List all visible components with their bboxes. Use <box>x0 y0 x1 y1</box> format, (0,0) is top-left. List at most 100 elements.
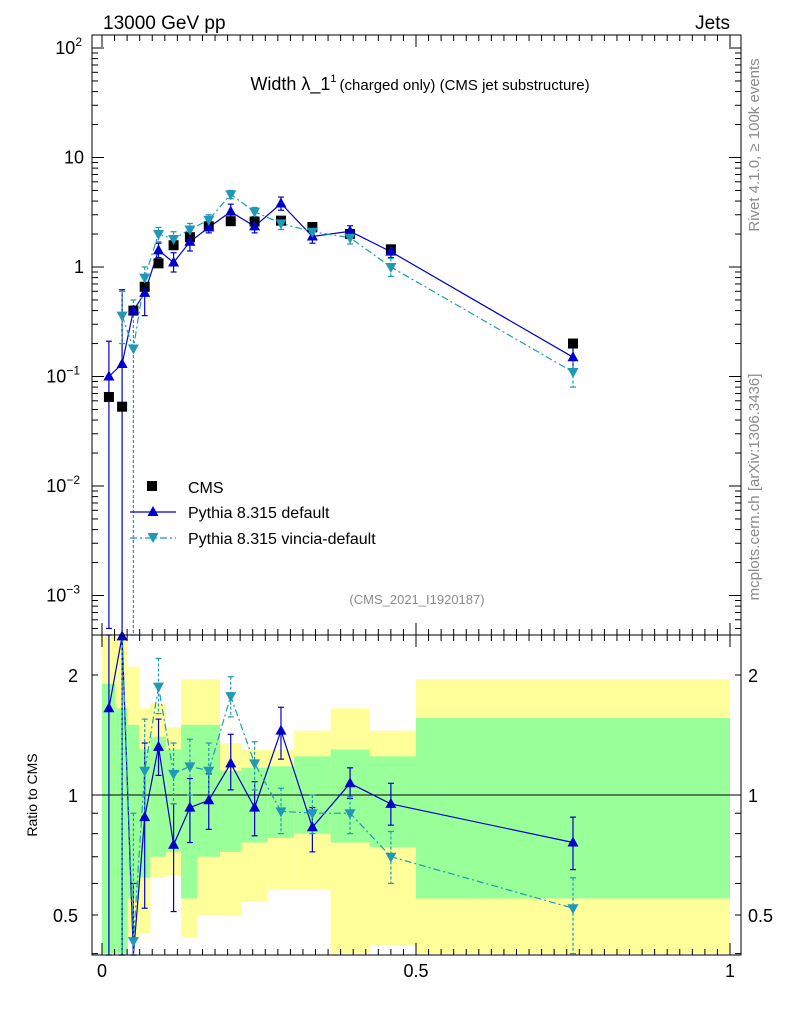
ratio-band-inner <box>220 770 242 852</box>
ratio-band-inner <box>127 724 140 899</box>
ratio-pythia-8-315-default-marker <box>168 838 180 849</box>
legend: CMS Pythia 8.315 default Pythia 8.315 vi… <box>130 480 376 548</box>
ratio-pythia-8-315-default-marker <box>567 836 579 847</box>
main-y-tick-label: 10−1 <box>46 364 80 387</box>
ratio-pythia-8-315-default-marker <box>344 777 356 788</box>
main-pythia-8-315-default-marker <box>385 245 397 256</box>
main-pythia-8-315-vincia-default-marker <box>168 235 180 246</box>
main-pythia-8-315-vincia-default-marker <box>306 227 318 238</box>
main-cms-marker <box>225 216 236 227</box>
ratio-pythia-8-315-default-marker <box>275 724 287 735</box>
main-pythia-8-315-vincia-default-marker <box>249 207 261 218</box>
main-pythia-8-315-default-marker <box>116 358 128 369</box>
ratio-y-tick-label-right: 1 <box>748 786 758 806</box>
main-cms-marker <box>117 401 128 412</box>
main-pythia-8-315-default-marker <box>153 244 165 255</box>
main-pythia-8-315-default-marker <box>184 235 196 246</box>
plot-title-sup: 1 <box>330 73 336 85</box>
energy-label: 13000 GeV pp <box>103 13 226 34</box>
process-label: Jets <box>695 13 730 34</box>
main-pythia-8-315-vincia-default-marker <box>344 233 356 244</box>
ratio-y-tick-label: 2 <box>68 666 78 686</box>
ratio-pythia-8-315-default-marker <box>249 801 261 812</box>
plot-title-main: Width λ_1 <box>250 74 330 95</box>
ratio-pythia-8-315-vincia-default-marker <box>153 682 165 693</box>
analysis-id: (CMS_2021_I1920187) <box>349 592 484 607</box>
ratio-pythia-8-315-default-marker <box>385 797 397 808</box>
ratio-pythia-8-315-vincia-default-marker <box>344 809 356 820</box>
ratio-band-inner <box>181 724 198 899</box>
ratio-x-tick-label: 0 <box>97 961 107 981</box>
main-cms-marker <box>307 221 318 232</box>
ratio-pythia-8-315-vincia-default-marker <box>385 852 397 863</box>
ratio-pythia-8-315-vincia-default-marker <box>249 759 261 770</box>
main-pythia-8-315-vincia-default-errorbar <box>387 257 394 278</box>
main-cms-marker <box>103 391 114 402</box>
main-pythia-8-315-default-marker <box>203 221 215 232</box>
main-pythia-8-315-default-marker <box>225 205 237 216</box>
ratio-pythia-8-315-default-marker <box>225 757 237 768</box>
main-pythia-8-315-default-marker <box>344 225 356 236</box>
ratio-band-inner <box>267 766 295 839</box>
ratio-pythia-8-315-vincia-default-marker <box>225 692 237 703</box>
main-pythia-8-315-default-marker <box>127 304 139 315</box>
legend-cms-label: CMS <box>188 480 224 497</box>
plot-title-sub: (charged only) (CMS jet substructure) <box>340 77 590 94</box>
ratio-pythia-8-315-default-marker <box>139 811 151 822</box>
ratio-y-tick-label-right: 0.5 <box>748 906 773 926</box>
legend-vincia-label: Pythia 8.315 vincia-default <box>188 531 376 548</box>
ratio-band-inner <box>115 708 128 954</box>
ratio-pythia-8-315-default-marker <box>184 801 196 812</box>
main-pythia-8-315-vincia-default-line <box>121 193 574 373</box>
ratio-panel: 0.5 0.5 1 1 2 2 0 0.5 1 Ratio to CMS <box>24 630 773 981</box>
ratio-x-tick-label: 1 <box>725 961 735 981</box>
ratio-pythia-8-315-vincia-default-errorbar <box>251 741 258 791</box>
ratio-y-tick-label-right: 2 <box>748 666 758 686</box>
main-cms-marker <box>153 258 164 269</box>
main-pythia-8-315-vincia-default-marker <box>225 190 237 201</box>
ratio-pythia-8-315-default-marker <box>203 794 215 805</box>
main-pythia-8-315-default-errorbar <box>105 340 112 630</box>
main-panel: Width λ_11 (charged only) (CMS jet substr… <box>46 34 742 636</box>
main-pythia-8-315-vincia-default-marker <box>203 215 215 226</box>
ratio-pythia-8-315-vincia-default-errorbar <box>570 877 576 955</box>
source-label: mcplots.cern.ch [arXiv:1306.3436] <box>746 374 763 601</box>
ratio-frame <box>91 634 742 956</box>
main-cms-marker <box>139 281 150 292</box>
main-pythia-8-315-vincia-default-marker <box>567 367 579 378</box>
ratio-pythia-8-315-vincia-default-marker <box>184 762 196 773</box>
ratio-pythia-8-315-vincia-default-marker <box>168 769 180 780</box>
main-y-tick-label: 10−2 <box>46 473 80 496</box>
legend-vincia-marker <box>147 533 159 543</box>
ratio-y-tick-label: 1 <box>68 786 78 806</box>
ratio-y-tick-label: 0.5 <box>53 906 78 926</box>
ratio-pythia-8-315-vincia-default-errorbar <box>347 796 354 835</box>
main-pythia-8-315-vincia-default-marker <box>116 311 128 322</box>
main-pythia-8-315-default-marker <box>567 351 579 362</box>
ratio-y-label: Ratio to CMS <box>24 753 40 836</box>
main-pythia-8-315-default-marker <box>103 370 115 381</box>
main-pythia-8-315-vincia-default-marker <box>139 273 151 284</box>
legend-cms-marker <box>147 481 157 491</box>
rivet-label: Rivet 4.1.0, ≥ 100k events <box>746 58 763 231</box>
main-pythia-8-315-vincia-default-marker <box>275 219 287 230</box>
main-pythia-8-315-default-marker <box>275 197 287 208</box>
main-y-tick-label: 10 <box>64 148 84 168</box>
ratio-pythia-8-315-default-marker <box>153 740 165 751</box>
legend-default-marker <box>147 506 159 516</box>
ratio-pythia-8-315-vincia-default-marker <box>139 766 151 777</box>
main-cms-marker <box>168 240 179 251</box>
ratio-band-inner <box>416 718 730 899</box>
ratio-pythia-8-315-vincia-default-line <box>121 634 574 942</box>
ratio-pythia-8-315-vincia-default-marker <box>127 937 139 948</box>
ratio-pythia-8-315-vincia-default-marker <box>567 904 579 915</box>
main-pythia-8-315-vincia-default-marker <box>385 263 397 273</box>
main-pythia-8-315-default-marker <box>249 220 261 231</box>
ratio-pythia-8-315-vincia-default-marker <box>275 807 287 818</box>
ratio-pythia-8-315-default-marker <box>103 702 115 713</box>
legend-default-label: Pythia 8.315 default <box>188 505 330 522</box>
main-pythia-8-315-default-marker <box>139 286 151 297</box>
plot-title: Width λ_11 (charged only) (CMS jet substr… <box>250 73 589 95</box>
ratio-pythia-8-315-vincia-default-marker <box>203 766 215 777</box>
